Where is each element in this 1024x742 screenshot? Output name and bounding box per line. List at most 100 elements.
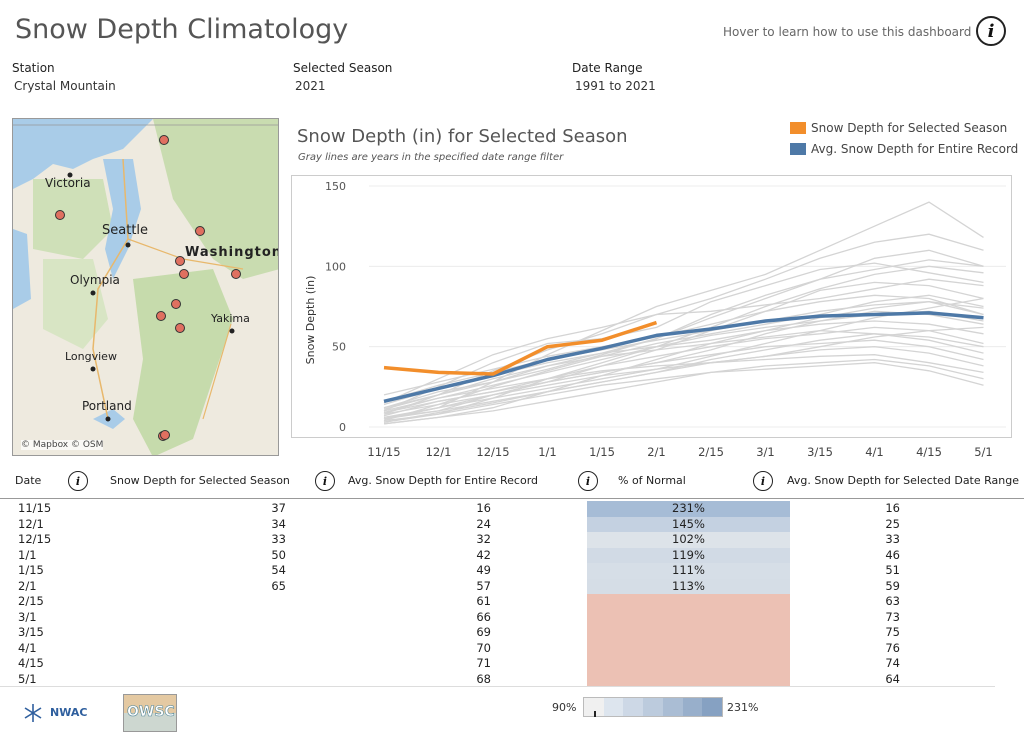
legend-item-average[interactable]: Avg. Snow Depth for Entire Record xyxy=(790,142,1018,156)
table-bottom-rule xyxy=(0,686,995,687)
owsc-logo-text: OWSC xyxy=(127,704,175,721)
legend-swatch-selected xyxy=(790,122,806,134)
main-series-lines xyxy=(383,311,984,404)
nwac-logo[interactable]: NWAC xyxy=(22,702,92,724)
table-row[interactable]: 145% 12/1 34 24 25 xyxy=(0,516,1024,532)
gray-year-lines xyxy=(383,201,984,425)
table-row[interactable]: 231% 11/15 37 16 16 xyxy=(0,501,1024,517)
cell-date: 12/15 xyxy=(18,532,52,546)
cell-average: 71 xyxy=(476,656,491,670)
hover-help-text: Hover to learn how to use this dashboard xyxy=(723,25,972,39)
map-label-olympia: Olympia xyxy=(70,273,120,287)
station-select[interactable]: Crystal Mountain xyxy=(14,79,116,93)
average-info-icon[interactable]: i xyxy=(578,471,598,491)
table-row[interactable]: 4/1 70 76 xyxy=(0,640,1024,656)
table-row[interactable]: 3/1 66 73 xyxy=(0,609,1024,625)
table-row[interactable]: 111% 1/15 54 49 51 xyxy=(0,563,1024,579)
gray-year-line[interactable] xyxy=(383,278,984,404)
cell-date: 2/1 xyxy=(18,578,37,593)
gray-year-line[interactable] xyxy=(383,362,984,422)
gray-year-line[interactable] xyxy=(383,333,984,420)
pct-of-normal-cell: 145% xyxy=(587,516,790,532)
chart-subtitle: Gray lines are years in the specified da… xyxy=(298,152,564,163)
cell-average: 66 xyxy=(476,609,491,624)
pct-of-normal-cell: 231% xyxy=(587,501,790,517)
cell-range-avg: 59 xyxy=(885,578,900,593)
gray-year-line[interactable] xyxy=(383,281,984,419)
gray-year-line[interactable] xyxy=(383,201,984,420)
pct-of-normal-cell xyxy=(587,671,790,687)
th-selected: Snow Depth for Selected Season xyxy=(110,474,290,487)
data-table: 231% 11/15 37 16 16 145% 12/1 34 24 25 102% 12/15 33… xyxy=(0,501,1024,687)
pct-of-normal-cell: 102% xyxy=(587,532,790,548)
th-range-avg: Avg. Snow Depth for Selected Date Range xyxy=(787,474,1019,487)
station-label: Station xyxy=(12,61,55,75)
average-line[interactable] xyxy=(383,311,984,404)
cell-range-avg: 33 xyxy=(885,532,900,546)
cell-selected: 37 xyxy=(271,501,286,515)
gray-year-line[interactable] xyxy=(383,297,984,419)
cell-average: 57 xyxy=(476,578,491,593)
pct-of-normal-cell xyxy=(587,594,790,610)
table-row[interactable]: 3/15 69 75 xyxy=(0,625,1024,641)
help-info-icon[interactable]: i xyxy=(976,16,1006,46)
cell-date: 4/15 xyxy=(18,656,44,670)
cell-selected: 34 xyxy=(271,516,286,531)
date-info-icon[interactable]: i xyxy=(68,471,88,491)
gray-year-line[interactable] xyxy=(383,265,984,423)
owsc-logo-band xyxy=(124,695,176,713)
pct-of-normal-cell: 119% xyxy=(587,547,790,563)
season-select[interactable]: 2021 xyxy=(295,79,326,93)
table-header: Date i Snow Depth for Selected Season i … xyxy=(0,466,1024,498)
selected-info-icon[interactable]: i xyxy=(315,471,335,491)
table-row[interactable]: 2/15 61 63 xyxy=(0,594,1024,610)
cell-average: 16 xyxy=(476,501,491,515)
x-tick-label: 11/15 xyxy=(367,445,400,459)
cell-average: 68 xyxy=(476,671,491,686)
cell-date: 2/15 xyxy=(18,594,44,608)
cell-range-avg: 76 xyxy=(885,640,900,655)
owsc-logo[interactable]: OWSC xyxy=(123,694,177,732)
cell-date: 1/1 xyxy=(18,547,37,562)
gray-year-line[interactable] xyxy=(383,259,984,409)
cell-average: 42 xyxy=(476,547,491,562)
x-tick-label: 2/15 xyxy=(698,445,724,459)
gray-year-line[interactable] xyxy=(383,358,984,425)
cell-average: 61 xyxy=(476,594,491,608)
x-tick-label: 3/15 xyxy=(807,445,833,459)
station-map[interactable]: Victoria Seattle Washington Olympia Yaki… xyxy=(12,118,279,456)
gray-year-line[interactable] xyxy=(383,310,984,414)
cell-date: 1/15 xyxy=(18,563,44,577)
map-label-portland: Portland xyxy=(82,399,132,413)
chart-frame xyxy=(291,175,1012,438)
cell-range-avg: 25 xyxy=(885,516,900,531)
table-row[interactable]: 113% 2/1 65 57 59 xyxy=(0,578,1024,594)
table-divider xyxy=(0,498,1024,499)
x-tick-label: 4/1 xyxy=(865,445,884,459)
pct-of-normal-cell: 113% xyxy=(587,578,790,594)
map-attribution[interactable]: © Mapbox © OSM xyxy=(21,440,104,450)
page-title: Snow Depth Climatology xyxy=(15,14,349,45)
table-row[interactable]: 119% 1/1 50 42 46 xyxy=(0,547,1024,563)
legend-item-selected[interactable]: Snow Depth for Selected Season xyxy=(790,121,1007,135)
table-row[interactable]: 102% 12/15 33 32 33 xyxy=(0,532,1024,548)
gray-year-line[interactable] xyxy=(383,262,984,412)
selected-season-line[interactable] xyxy=(383,320,658,376)
cell-range-avg: 63 xyxy=(885,594,900,608)
table-row[interactable]: 4/15 71 74 xyxy=(0,656,1024,672)
th-pct: % of Normal xyxy=(618,474,686,487)
gray-year-line[interactable] xyxy=(383,326,984,412)
x-tick-label: 5/1 xyxy=(974,445,993,459)
gray-year-line[interactable] xyxy=(383,346,984,423)
pct-of-normal-cell xyxy=(587,656,790,672)
scale-min-label: 90% xyxy=(552,701,577,714)
season-label: Selected Season xyxy=(293,61,393,75)
cell-range-avg: 75 xyxy=(885,625,900,639)
snow-depth-chart[interactable]: 0 50 100 150 11/15 12/1 12/15 1/1 1/15 2/1 2/15 3/… xyxy=(291,175,1012,462)
pct-info-icon[interactable]: i xyxy=(753,471,773,491)
scale-max-label: 231% xyxy=(727,701,759,714)
cell-average: 70 xyxy=(476,640,491,655)
table-row[interactable]: 5/1 68 64 xyxy=(0,671,1024,687)
pct-color-scale: 90% 231% xyxy=(552,697,772,721)
date-range-select[interactable]: 1991 to 2021 xyxy=(575,79,656,93)
